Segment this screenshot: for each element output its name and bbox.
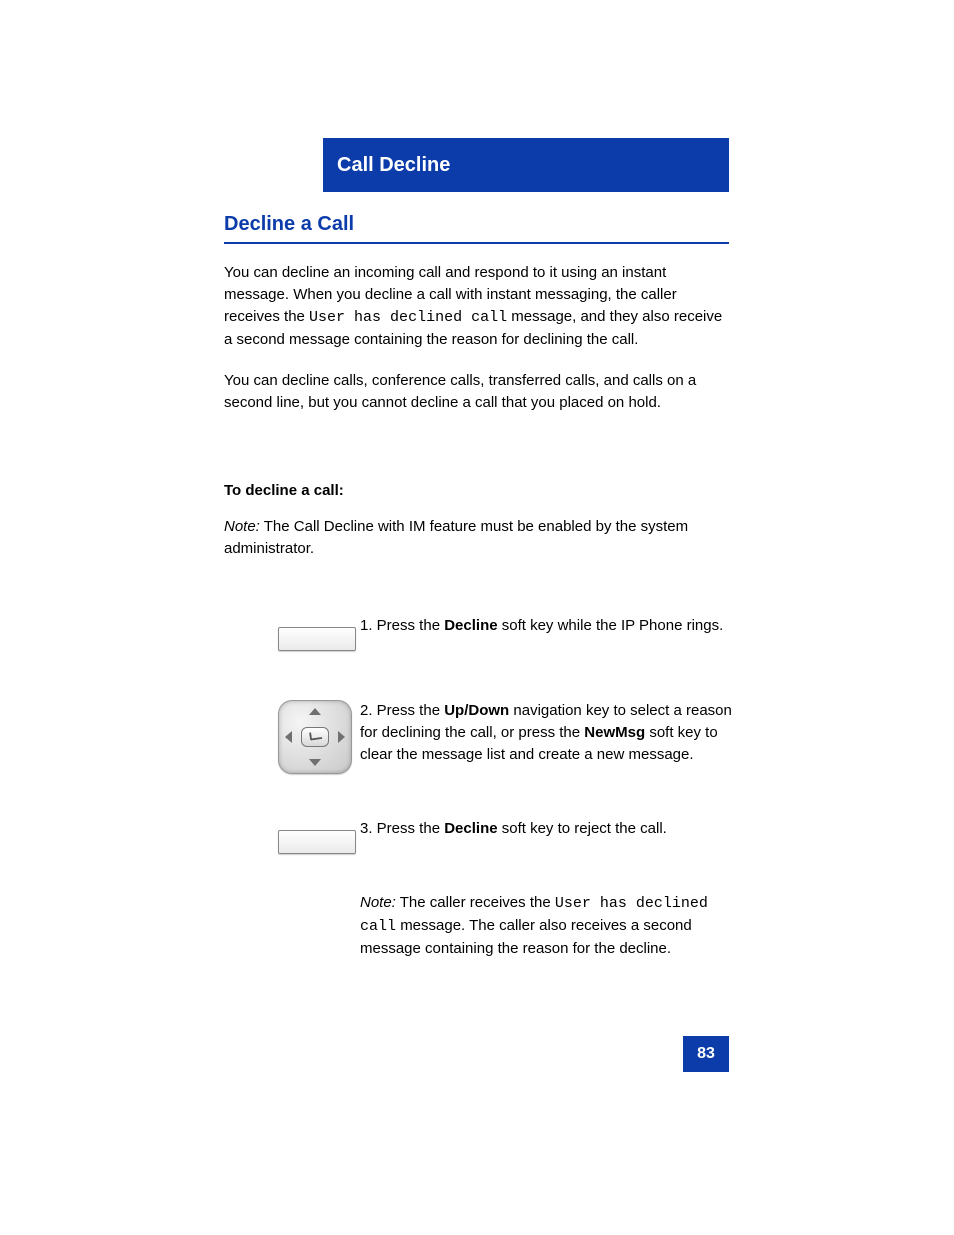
step-2: 2. Press the Up/Down navigation key to s… — [360, 700, 732, 766]
intro-paragraph-2: You can decline calls, conference calls,… — [224, 370, 732, 414]
page-number: 83 — [683, 1036, 729, 1072]
steps-heading: To decline a call: — [224, 480, 344, 502]
note-2-suffix: message. The caller also receives a seco… — [360, 917, 692, 957]
section-heading: Decline a Call — [224, 213, 729, 244]
intro-paragraph-1: You can decline an incoming call and res… — [224, 262, 732, 351]
intro1-inline-status: User has declined call — [309, 309, 507, 326]
note-2: Note: The caller receives the User has d… — [360, 892, 732, 960]
step-3-suffix: soft key to reject the call. — [502, 820, 667, 837]
step-3-bold: Decline — [444, 820, 497, 837]
nav-down-icon — [309, 759, 321, 766]
step-1-prefix: 1. Press the — [360, 617, 444, 634]
step-2-prefix: 2. Press the — [360, 702, 444, 719]
note-1-text: The Call Decline with IM feature must be… — [224, 518, 688, 557]
nav-up-icon — [309, 708, 321, 715]
note-2-prefix: The caller receives the — [400, 894, 555, 911]
step-3-prefix: 3. Press the — [360, 820, 444, 837]
nav-enter-icon — [301, 727, 329, 747]
navigation-keypad-icon — [278, 700, 352, 774]
note-2-label: Note: — [360, 894, 396, 911]
softkey-icon — [278, 627, 356, 651]
chapter-title-bar: Call Decline — [323, 138, 729, 192]
step-1: 1. Press the Decline soft key while the … — [360, 615, 732, 637]
chapter-title-text: Call Decline — [323, 138, 729, 192]
nav-right-icon — [338, 731, 345, 743]
note-1-label: Note: — [224, 518, 260, 535]
softkey-icon — [278, 830, 356, 854]
document-page: Call Decline Decline a Call You can decl… — [0, 0, 954, 1235]
nav-left-icon — [285, 731, 292, 743]
step-1-suffix: soft key while the IP Phone rings. — [502, 617, 724, 634]
note-1: Note: The Call Decline with IM feature m… — [224, 516, 732, 560]
step-2-bold-1: Up/Down — [444, 702, 509, 719]
step-1-bold: Decline — [444, 617, 497, 634]
step-3: 3. Press the Decline soft key to reject … — [360, 818, 732, 840]
step-2-bold-2: NewMsg — [584, 724, 645, 741]
